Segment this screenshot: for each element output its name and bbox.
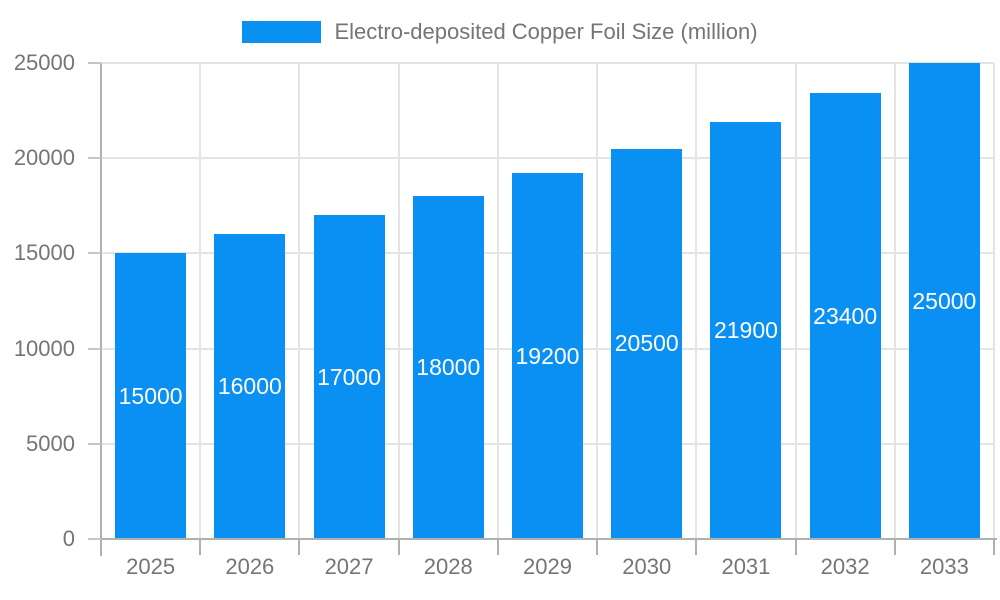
bar-2025: 15000: [115, 253, 187, 539]
bar-2028: 18000: [412, 196, 484, 539]
bar-value-label: 23400: [813, 302, 878, 329]
bar-value-label: 19200: [515, 342, 580, 369]
x-gridline: [496, 63, 499, 539]
x-gridline: [199, 63, 202, 539]
y-gridline: [101, 62, 994, 64]
bar-value-label: 18000: [416, 354, 481, 381]
x-axis-tick: [695, 540, 698, 555]
bar-2026: 16000: [214, 234, 286, 539]
bar-value-label: 20500: [614, 330, 679, 357]
x-gridline: [893, 63, 896, 539]
y-gridline: [101, 157, 994, 160]
y-axis-tick: [88, 62, 101, 64]
y-axis-tick-label: 15000: [13, 240, 75, 266]
y-axis-tick-label: 0: [62, 526, 75, 551]
bar-2029: 19200: [512, 173, 583, 539]
y-axis-tick: [88, 252, 101, 255]
x-axis-tick-label: 2031: [721, 554, 771, 579]
y-axis-tick-label: 20000: [13, 145, 75, 171]
x-axis-tick: [298, 540, 301, 555]
x-axis-tick-label: 2033: [919, 554, 969, 579]
x-axis-tick-label: 2029: [523, 554, 572, 579]
bar-2030: 20500: [611, 148, 683, 539]
x-axis-tick-label: 2030: [622, 554, 672, 579]
x-gridline: [596, 63, 599, 539]
x-gridline: [298, 63, 301, 539]
bar-value-label: 16000: [217, 373, 282, 400]
x-axis-tick-label: 2027: [324, 554, 374, 579]
x-axis-tick: [199, 540, 202, 555]
x-axis-tick: [893, 540, 896, 555]
y-axis-tick-label: 25000: [13, 50, 75, 75]
x-axis-tick: [100, 540, 102, 555]
x-axis-tick-label: 2025: [126, 554, 176, 579]
x-axis-line: [88, 538, 997, 540]
x-gridline: [695, 63, 698, 539]
x-axis-tick: [397, 540, 400, 555]
legend-swatch: [242, 21, 322, 43]
legend-label: Electro-deposited Copper Foil Size (mill…: [334, 19, 758, 44]
x-axis-tick-label: 2028: [423, 554, 473, 579]
y-axis-line: [100, 63, 102, 556]
y-axis-tick-label: 10000: [13, 335, 75, 361]
y-axis-tick-label: 5000: [26, 430, 75, 456]
x-axis-tick: [496, 540, 499, 555]
x-axis-tick-label: 2032: [820, 554, 870, 579]
bar-2027: 17000: [313, 215, 385, 539]
x-axis-tick: [794, 540, 797, 555]
y-axis-tick: [88, 538, 101, 540]
bar-value-label: 15000: [118, 382, 183, 409]
bar-2033: 25000: [908, 63, 980, 539]
x-gridline: [993, 63, 995, 539]
x-axis-tick-label: 2026: [225, 554, 275, 579]
x-gridline: [397, 63, 400, 539]
chart-legend[interactable]: Electro-deposited Copper Foil Size (mill…: [0, 19, 1000, 45]
y-axis-tick: [88, 347, 101, 350]
x-gridline: [794, 63, 797, 539]
bar-value-label: 25000: [912, 287, 977, 314]
x-axis-tick: [993, 540, 995, 555]
bar-2032: 23400: [809, 93, 881, 539]
bar-2031: 21900: [710, 122, 782, 539]
y-axis-tick: [88, 157, 101, 160]
bar-value-label: 21900: [713, 317, 778, 343]
y-axis-tick: [88, 442, 101, 445]
x-axis-tick: [596, 540, 599, 555]
bar-value-label: 17000: [317, 363, 382, 390]
